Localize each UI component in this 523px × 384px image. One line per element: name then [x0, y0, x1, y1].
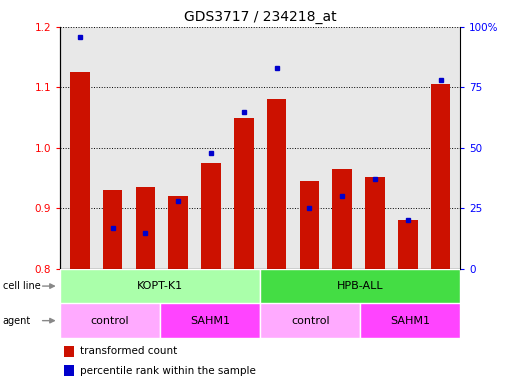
- Bar: [234, 118, 254, 269]
- Text: SAHM1: SAHM1: [390, 316, 430, 326]
- Bar: [398, 220, 417, 269]
- Bar: [360, 303, 460, 338]
- Title: GDS3717 / 234218_at: GDS3717 / 234218_at: [184, 10, 336, 25]
- Bar: [70, 72, 89, 269]
- Bar: [160, 303, 260, 338]
- Bar: [201, 163, 221, 269]
- Text: cell line: cell line: [3, 281, 40, 291]
- Text: percentile rank within the sample: percentile rank within the sample: [80, 366, 256, 376]
- Bar: [64, 346, 74, 357]
- Text: HPB-ALL: HPB-ALL: [337, 281, 383, 291]
- Text: SAHM1: SAHM1: [190, 316, 230, 326]
- Text: transformed count: transformed count: [80, 346, 177, 356]
- Bar: [431, 84, 450, 269]
- Text: control: control: [91, 316, 130, 326]
- Bar: [168, 196, 188, 269]
- Bar: [260, 303, 360, 338]
- Bar: [300, 181, 319, 269]
- Text: control: control: [291, 316, 329, 326]
- Bar: [60, 303, 160, 338]
- Text: KOPT-K1: KOPT-K1: [137, 281, 183, 291]
- Bar: [103, 190, 122, 269]
- Bar: [60, 269, 260, 303]
- Bar: [260, 269, 460, 303]
- Bar: [267, 99, 287, 269]
- Bar: [135, 187, 155, 269]
- Bar: [64, 365, 74, 376]
- Bar: [332, 169, 352, 269]
- Bar: [365, 177, 385, 269]
- Text: agent: agent: [3, 316, 31, 326]
